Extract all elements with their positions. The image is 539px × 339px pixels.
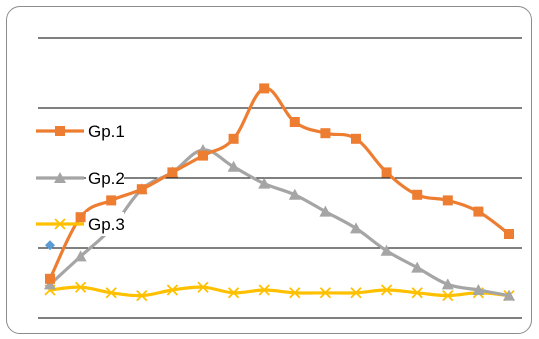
point-3-14-b bbox=[442, 289, 454, 302]
point-1-7 bbox=[228, 133, 239, 144]
point-3-10-b bbox=[319, 287, 332, 299]
point-2-15 bbox=[472, 284, 485, 295]
point-2-8 bbox=[258, 177, 271, 189]
point-3-12 bbox=[380, 284, 393, 296]
point-1-6 bbox=[198, 150, 208, 161]
point-1-14 bbox=[442, 195, 453, 206]
point-1-4 bbox=[136, 184, 147, 195]
legend-entry-3: Gp.3 bbox=[36, 212, 125, 236]
point-3-4 bbox=[136, 289, 148, 302]
point-2-12 bbox=[380, 244, 393, 256]
legend-label-bg-1 bbox=[86, 119, 124, 143]
point-1-8 bbox=[259, 83, 270, 94]
point-3-13 bbox=[411, 287, 423, 299]
point-3-11-b bbox=[350, 287, 362, 299]
point-3-5 bbox=[166, 284, 179, 296]
point-3-13-b bbox=[411, 287, 423, 299]
point-2-7 bbox=[227, 160, 240, 172]
point-1-2 bbox=[75, 212, 86, 223]
series-gp1 bbox=[45, 83, 514, 284]
legend-label-bg-3 bbox=[86, 212, 124, 236]
point-2-16 bbox=[503, 289, 515, 301]
point-3-8-b bbox=[258, 284, 270, 296]
point-1-15 bbox=[473, 206, 484, 217]
point-2-9 bbox=[288, 188, 301, 200]
point-1-5 bbox=[167, 167, 178, 178]
point-2-14 bbox=[441, 278, 454, 290]
series-line-2 bbox=[48, 148, 511, 298]
legend: Gp.1 Gp.2 Gp.3 bbox=[36, 119, 125, 236]
series-line-3 bbox=[48, 285, 511, 298]
point-1-11 bbox=[351, 133, 361, 144]
point-3-4-b bbox=[136, 289, 148, 302]
point-3-6 bbox=[197, 281, 209, 293]
point-3-2-b bbox=[74, 281, 87, 293]
point-3-9 bbox=[289, 287, 301, 299]
point-3-3-b bbox=[105, 287, 117, 299]
point-3-9-b bbox=[289, 287, 301, 299]
point-3-7-b bbox=[227, 287, 240, 299]
point-1-13 bbox=[412, 189, 423, 200]
point-3-14 bbox=[442, 289, 454, 302]
point-3-2 bbox=[74, 281, 87, 293]
point-3-6-b bbox=[197, 281, 209, 293]
point-1-3 bbox=[106, 195, 117, 206]
legend-marker-3 bbox=[54, 218, 66, 230]
point-2-11 bbox=[350, 222, 362, 234]
legend-label-bg-2 bbox=[86, 166, 124, 190]
point-2-2 bbox=[74, 250, 87, 262]
point-2-1 bbox=[44, 278, 56, 290]
legend-label-2: Gp.2 bbox=[88, 169, 125, 188]
point-1-12 bbox=[381, 167, 392, 178]
point-3-3 bbox=[105, 287, 117, 299]
legend-label-3: Gp.3 bbox=[88, 215, 125, 234]
point-1-16 bbox=[504, 229, 514, 239]
series-line-1 bbox=[48, 86, 511, 281]
point-3-5-b bbox=[166, 284, 179, 296]
point-3-11 bbox=[350, 287, 362, 299]
point-2-10 bbox=[319, 205, 332, 217]
point-1-10 bbox=[320, 128, 331, 139]
legend-entry-2: Gp.2 bbox=[36, 166, 125, 190]
point-1-9 bbox=[289, 117, 300, 127]
point-2-13 bbox=[411, 261, 424, 273]
legend-label-1: Gp.1 bbox=[88, 122, 125, 141]
point-3-12-b bbox=[380, 284, 393, 296]
point-3-10 bbox=[319, 287, 332, 299]
series-layer bbox=[44, 83, 515, 302]
legend-entry-1: Gp.1 bbox=[36, 119, 125, 143]
legend-marker-1 bbox=[55, 126, 65, 136]
series-gp3 bbox=[44, 281, 515, 302]
legend-marker-2 bbox=[54, 172, 66, 183]
stray-diamond-marker bbox=[45, 240, 55, 251]
legend-marker-3-b bbox=[54, 218, 66, 230]
point-3-7 bbox=[227, 287, 240, 299]
point-1-1 bbox=[45, 273, 55, 284]
point-3-8 bbox=[258, 284, 270, 296]
